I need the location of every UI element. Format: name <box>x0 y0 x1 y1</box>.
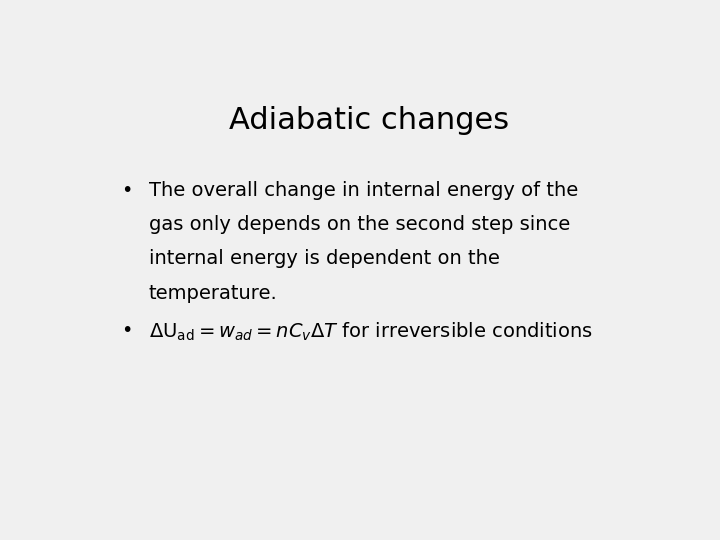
Text: internal energy is dependent on the: internal energy is dependent on the <box>148 249 500 268</box>
Text: gas only depends on the second step since: gas only depends on the second step sinc… <box>148 215 570 234</box>
Text: Adiabatic changes: Adiabatic changes <box>229 106 509 136</box>
Text: •: • <box>121 321 132 340</box>
Text: temperature.: temperature. <box>148 284 277 302</box>
Text: The overall change in internal energy of the: The overall change in internal energy of… <box>148 181 578 200</box>
Text: $\mathregular{\Delta U_{ad}}$$ = w_{ad}$$ = nC_{v}\Delta T$ for irreversible con: $\mathregular{\Delta U_{ad}}$$ = w_{ad}$… <box>148 321 593 343</box>
Text: •: • <box>121 181 132 200</box>
